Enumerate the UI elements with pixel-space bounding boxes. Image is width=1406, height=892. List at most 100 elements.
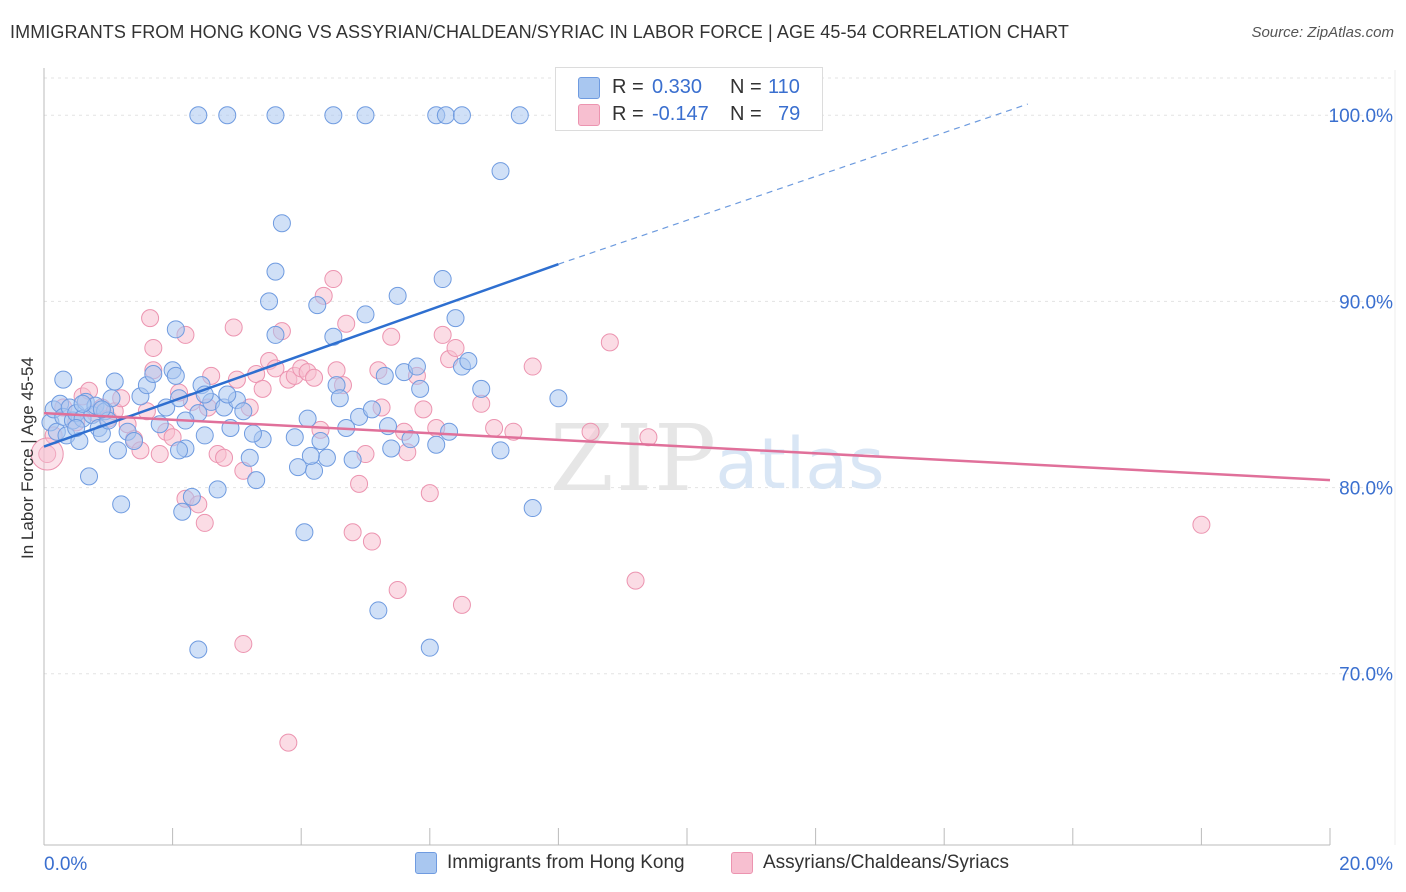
- pink-point: [337, 314, 356, 333]
- pink-point: [227, 370, 246, 389]
- blue-point: [407, 357, 426, 376]
- pink-point: [350, 474, 369, 493]
- legend-n-value: 110: [768, 76, 800, 98]
- pink-point: [234, 634, 253, 653]
- blue-point: [195, 426, 214, 445]
- blue-point: [388, 286, 407, 305]
- y-axis-title: In Labor Force | Age 45-54: [18, 357, 37, 559]
- pink-point: [141, 309, 160, 328]
- bottom-legend-label: Assyrians/Chaldeans/Syriacs: [763, 852, 1010, 873]
- blue-point: [298, 409, 317, 428]
- blue-point: [166, 366, 185, 385]
- blue-trendline-extension: [558, 103, 1028, 265]
- y-tick-label: 70.0%: [1339, 665, 1393, 686]
- bottom-legend-swatch-pink: [731, 852, 753, 874]
- blue-point: [218, 106, 237, 125]
- blue-point: [433, 270, 452, 289]
- legend-swatch-pink: [578, 104, 600, 126]
- blue-point: [266, 262, 285, 281]
- blue-point: [295, 523, 314, 542]
- pink-point: [215, 448, 234, 467]
- legend-n-label: N =: [730, 103, 762, 125]
- blue-series-points: [41, 106, 568, 659]
- pink-point: [414, 400, 433, 419]
- blue-point: [272, 214, 291, 233]
- blue-point: [108, 441, 127, 460]
- source-label: Source: ZipAtlas.com: [1251, 24, 1394, 41]
- correlation-legend: R = 0.330 N = 110 R = -0.147 N = 79: [555, 67, 823, 131]
- blue-point: [266, 325, 285, 344]
- blue-point: [382, 439, 401, 458]
- pink-point: [626, 571, 645, 590]
- blue-point: [260, 292, 279, 311]
- pink-point: [305, 368, 324, 387]
- pink-point: [388, 580, 407, 599]
- blue-point: [459, 351, 478, 370]
- blue-point: [362, 400, 381, 419]
- blue-point: [330, 389, 349, 408]
- blue-point: [112, 495, 131, 514]
- pink-point: [485, 418, 504, 437]
- blue-point: [523, 499, 542, 518]
- blue-point: [440, 422, 459, 441]
- blue-point: [54, 370, 73, 389]
- blue-point: [356, 305, 375, 324]
- blue-point: [125, 432, 144, 451]
- blue-point: [317, 448, 336, 467]
- pink-point: [279, 733, 298, 752]
- blue-point: [247, 471, 266, 490]
- blue-point: [92, 400, 111, 419]
- blue-point: [411, 379, 430, 398]
- blue-point: [369, 601, 388, 620]
- pink-point: [581, 422, 600, 441]
- blue-point: [305, 461, 324, 480]
- blue-point: [446, 309, 465, 328]
- blue-point: [166, 320, 185, 339]
- blue-point: [189, 106, 208, 125]
- y-tick-label: 100.0%: [1329, 106, 1394, 127]
- legend-swatch-blue: [578, 77, 600, 99]
- blue-point: [170, 441, 189, 460]
- pink-point: [362, 532, 381, 551]
- blue-point: [73, 394, 92, 413]
- pink-point: [150, 445, 169, 464]
- pink-point-large: [30, 437, 64, 471]
- chart-title: IMMIGRANTS FROM HONG KONG VS ASSYRIAN/CH…: [10, 22, 1070, 42]
- blue-point: [105, 372, 124, 391]
- legend-r-label: R =: [612, 76, 644, 98]
- blue-point: [549, 389, 568, 408]
- blue-point: [356, 106, 375, 125]
- legend-n-value: 79: [778, 103, 801, 125]
- legend-r-value: -0.147: [652, 103, 709, 125]
- blue-point: [234, 402, 253, 421]
- pink-point: [324, 270, 343, 289]
- blue-point: [285, 428, 304, 447]
- blue-point: [375, 366, 394, 385]
- blue-point: [452, 106, 471, 125]
- blue-point: [510, 106, 529, 125]
- blue-point: [301, 446, 320, 465]
- blue-point: [308, 296, 327, 315]
- blue-point: [343, 450, 362, 469]
- pink-point: [343, 523, 362, 542]
- bottom-legend-label: Immigrants from Hong Kong: [447, 852, 685, 873]
- blue-point: [491, 441, 510, 460]
- y-tick-label: 80.0%: [1339, 479, 1393, 500]
- x-tick-label: 20.0%: [1339, 854, 1393, 875]
- blue-point: [401, 430, 420, 449]
- blue-point: [266, 106, 285, 125]
- pink-point: [144, 338, 163, 357]
- blue-point: [189, 640, 208, 659]
- pink-point: [1192, 515, 1211, 534]
- watermark-zip: ZIP: [550, 405, 718, 512]
- blue-point: [80, 467, 99, 486]
- bottom-legend-swatch-blue: [415, 852, 437, 874]
- pink-point: [523, 357, 542, 376]
- watermark-atlas: atlas: [715, 423, 884, 505]
- pink-point: [420, 484, 439, 503]
- pink-point: [253, 379, 272, 398]
- blue-point: [472, 379, 491, 398]
- pink-trendline: [43, 411, 1331, 482]
- pink-point: [195, 513, 214, 532]
